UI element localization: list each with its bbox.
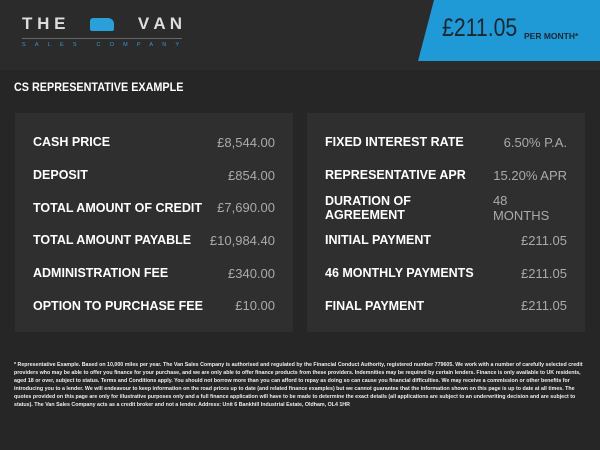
- logo-divider: [22, 38, 182, 39]
- van-icon: [89, 17, 114, 31]
- finance-row: DEPOSIT £854.00: [33, 159, 275, 192]
- row-label: TOTAL AMOUNT OF CREDIT: [33, 200, 202, 215]
- finance-row: 46 MONTHLY PAYMENTS £211.05: [325, 257, 567, 290]
- finance-row: FINAL PAYMENT £211.05: [325, 289, 567, 322]
- section-title: CS REPRESENTATIVE EXAMPLE: [14, 80, 184, 94]
- left-panel: CASH PRICE £8,544.00 DEPOSIT £854.00 TOTAL A…: [15, 113, 293, 332]
- row-value: £211.05: [520, 298, 567, 314]
- row-value: £8,544.00: [217, 134, 275, 150]
- row-value: £7,690.00: [217, 200, 275, 216]
- header: T H E V A N SALES COMPANY £211.05 PER MO…: [0, 0, 600, 70]
- row-label: DURATION OF AGREEMENT: [325, 193, 411, 222]
- logo-subtitle: SALES COMPANY: [22, 42, 189, 48]
- row-label: ADMINISTRATION FEE: [33, 266, 169, 281]
- row-value: £10.00: [235, 298, 275, 314]
- per-month-label: PER MONTH*: [524, 31, 579, 41]
- row-label: INITIAL PAYMENT: [325, 233, 432, 248]
- row-value: 15.20% APR: [493, 167, 567, 183]
- price-badge: £211.05 PER MONTH*: [418, 0, 600, 61]
- row-label: CASH PRICE: [33, 135, 111, 150]
- finance-row: REPRESENTATIVE APR 15.20% APR: [325, 159, 567, 192]
- row-label: 46 MONTHLY PAYMENTS: [325, 266, 474, 281]
- row-label: REPRESENTATIVE APR: [325, 168, 466, 183]
- row-value: £10,984.40: [209, 232, 275, 248]
- row-label: DEPOSIT: [33, 168, 88, 183]
- footnote: * Representative Example. Based on 10,00…: [14, 362, 583, 408]
- finance-row: DURATION OF AGREEMENT 48 MONTHS: [325, 191, 567, 224]
- row-value: £211.05: [520, 265, 567, 281]
- finance-row: TOTAL AMOUNT OF CREDIT £7,690.00: [33, 191, 275, 224]
- row-value: 6.50% P.A.: [503, 134, 567, 150]
- logo-the: T H E: [22, 14, 66, 33]
- finance-row: TOTAL AMOUNT PAYABLE £10,984.40: [33, 224, 275, 257]
- row-label: TOTAL AMOUNT PAYABLE: [33, 233, 192, 248]
- row-value: £854.00: [228, 167, 275, 183]
- row-label: FINAL PAYMENT: [325, 298, 425, 313]
- right-panel: FIXED INTEREST RATE 6.50% P.A. REPRESENTAT…: [307, 113, 585, 332]
- finance-row: OPTION TO PURCHASE FEE £10.00: [33, 289, 275, 322]
- finance-row: FIXED INTEREST RATE 6.50% P.A.: [325, 126, 567, 159]
- row-value: £340.00: [228, 265, 275, 281]
- monthly-price: £211.05: [442, 14, 518, 42]
- logo[interactable]: T H E V A N SALES COMPANY: [22, 14, 182, 48]
- row-value: £211.05: [520, 232, 567, 248]
- row-label: FIXED INTEREST RATE: [325, 135, 464, 150]
- finance-row: CASH PRICE £8,544.00: [33, 126, 275, 159]
- finance-row: INITIAL PAYMENT £211.05: [325, 224, 567, 257]
- row-label: OPTION TO PURCHASE FEE: [33, 298, 203, 313]
- finance-row: ADMINISTRATION FEE £340.00: [33, 257, 275, 290]
- row-value: 48 MONTHS: [492, 192, 550, 223]
- logo-van: V A N: [137, 14, 182, 33]
